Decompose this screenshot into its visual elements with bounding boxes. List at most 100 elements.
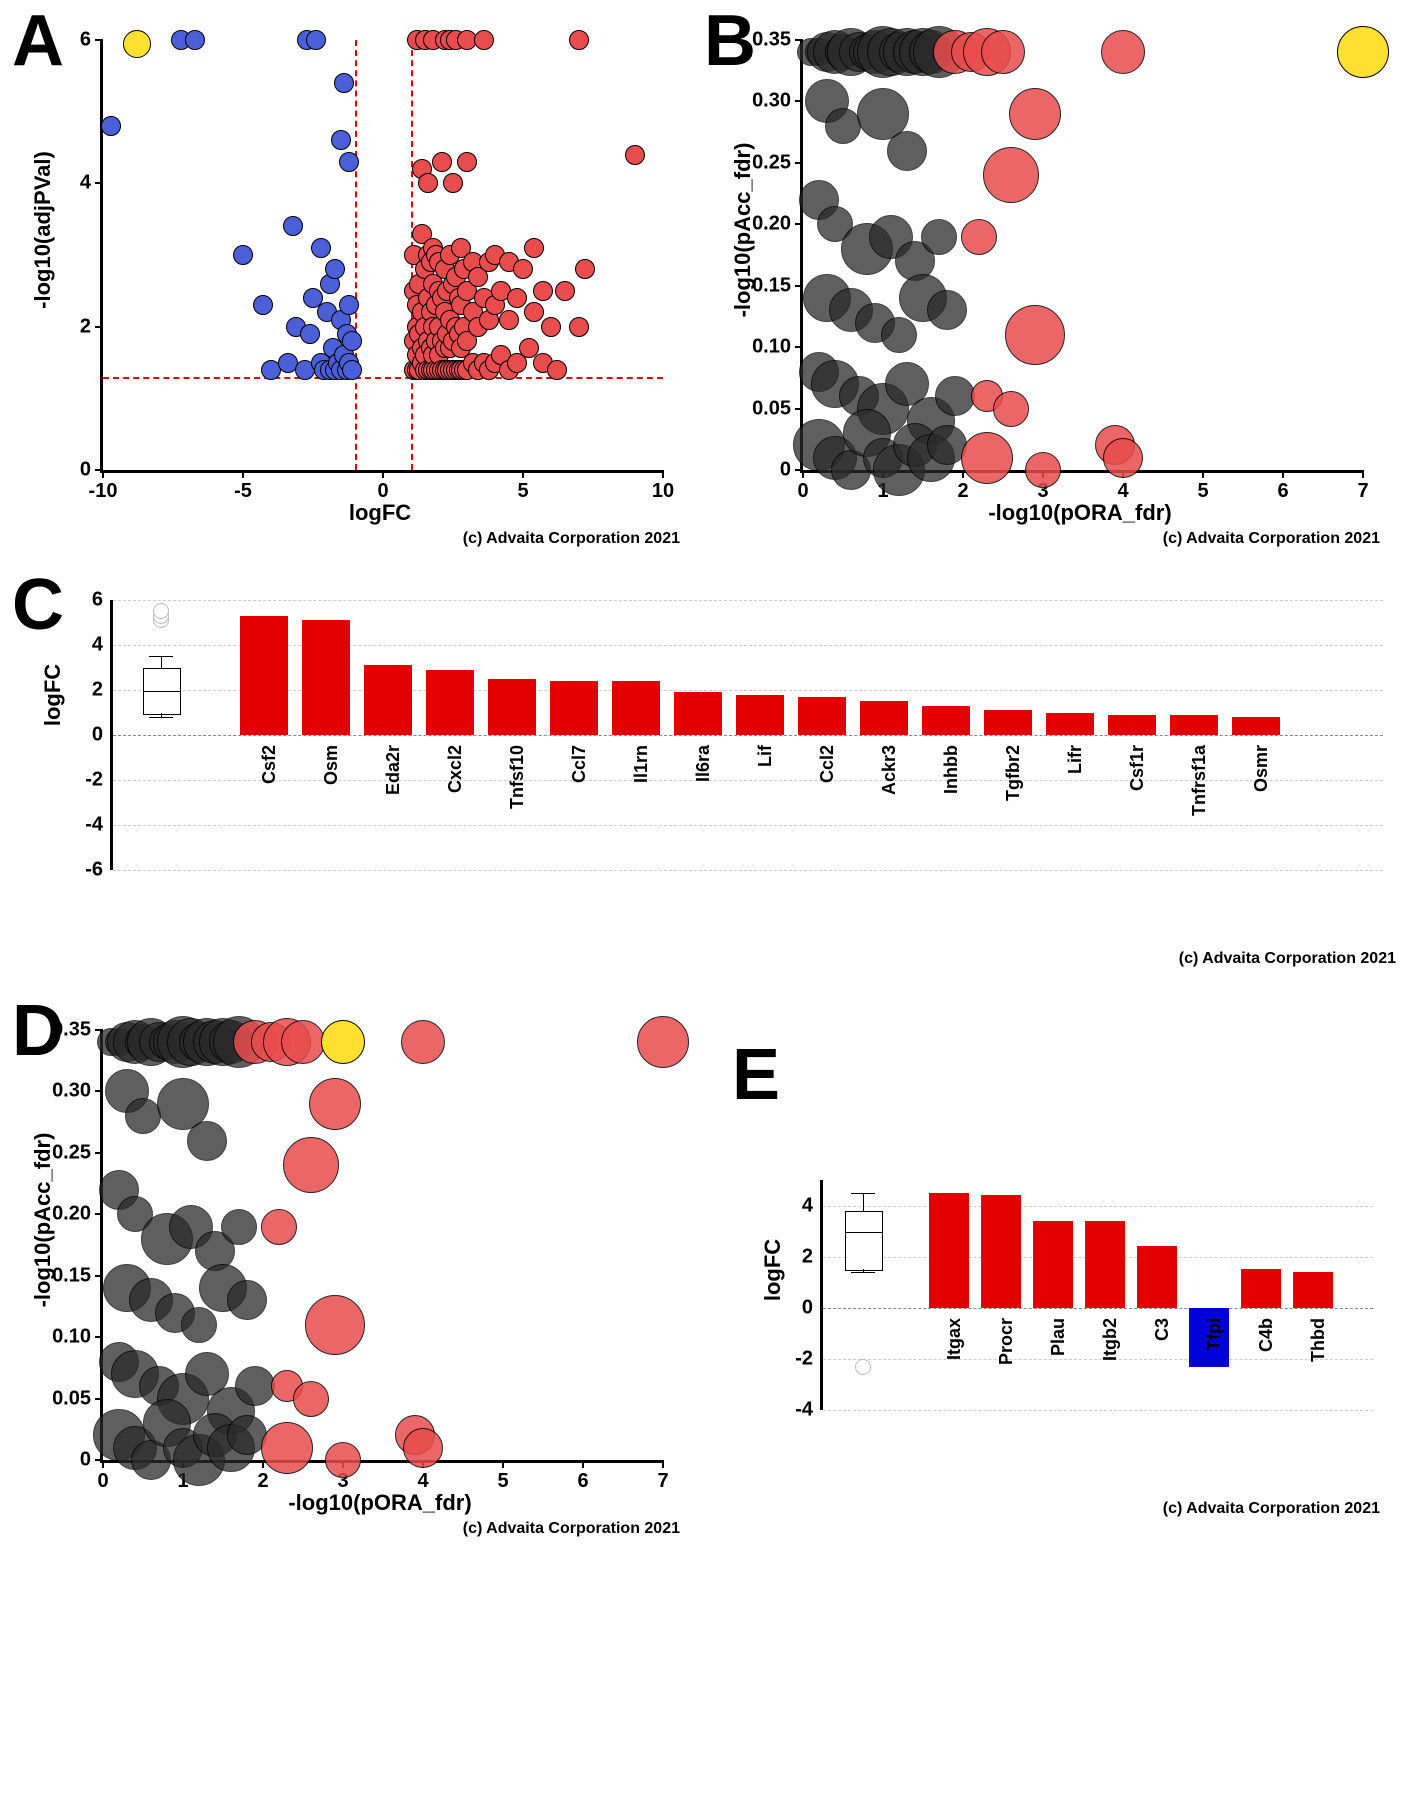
bar-label: C3 xyxy=(1152,1318,1173,1341)
panel-d-copyright: (c) Advaita Corporation 2021 xyxy=(463,1520,680,1538)
point xyxy=(474,30,494,50)
panel-d-ylabel: -log10(pAcc_fdr) xyxy=(30,1070,56,1370)
point xyxy=(339,295,359,315)
panel-d: D 0123456700.050.100.150.200.250.300.35 … xyxy=(10,1000,690,1570)
point xyxy=(921,219,957,255)
point xyxy=(1005,305,1065,365)
bar-label: Ccl7 xyxy=(569,745,590,783)
bar xyxy=(364,665,412,735)
bar-label: Osm xyxy=(321,745,342,785)
ytick: 0 xyxy=(41,1449,91,1472)
point xyxy=(443,173,463,193)
point xyxy=(403,1428,443,1468)
bar-label: Osmr xyxy=(1251,745,1272,792)
bar-label: Tnfrsf1a xyxy=(1189,745,1210,816)
bar xyxy=(736,695,784,736)
point xyxy=(339,152,359,172)
figure-grid: A -10-505100246 logFC -log10(adjPVal) (c… xyxy=(10,10,1406,1790)
bar-label: Tgfbr2 xyxy=(1003,745,1024,801)
ytick: 0.35 xyxy=(741,29,791,52)
bar-label: Itgb2 xyxy=(1100,1318,1121,1361)
bar xyxy=(550,681,598,735)
ytick: 4 xyxy=(63,634,103,657)
point xyxy=(311,238,331,258)
point xyxy=(325,259,345,279)
bar xyxy=(426,670,474,735)
bar-label: Il6ra xyxy=(693,745,714,782)
point xyxy=(555,281,575,301)
panel-e-ylabel: logFC xyxy=(760,1210,786,1330)
panel-e: E -4-2024ItgaxProcrPlauItgb2C3TfpiC4bThb… xyxy=(730,1040,1390,1560)
bar xyxy=(922,706,970,735)
point xyxy=(1101,30,1145,74)
point xyxy=(293,1381,329,1417)
bar-label: Eda2r xyxy=(383,745,404,795)
bar-label: Csf2 xyxy=(259,745,280,784)
point xyxy=(123,30,151,58)
ytick: -4 xyxy=(63,814,103,837)
ytick: 0.35 xyxy=(41,1019,91,1042)
ytick: 6 xyxy=(63,589,103,612)
point xyxy=(993,391,1029,427)
point xyxy=(187,1121,227,1161)
point xyxy=(281,1020,325,1064)
point xyxy=(983,147,1039,203)
point xyxy=(513,259,533,279)
bar-label: Plau xyxy=(1048,1318,1069,1356)
point xyxy=(961,432,1013,484)
bar-label: Csf1r xyxy=(1127,745,1148,791)
bar xyxy=(1137,1246,1178,1307)
point xyxy=(524,302,544,322)
point xyxy=(825,108,861,144)
panel-e-copyright: (c) Advaita Corporation 2021 xyxy=(1163,1500,1380,1518)
point xyxy=(261,1209,297,1245)
panel-b-ylabel: -log10(pAcc_fdr) xyxy=(730,80,756,380)
panel-a-xlabel: logFC xyxy=(100,500,660,526)
point xyxy=(499,310,519,330)
bar xyxy=(488,679,536,735)
point xyxy=(541,317,561,337)
ytick: 0.05 xyxy=(41,1387,91,1410)
ytick: -4 xyxy=(773,1399,813,1422)
panel-c-copyright: (c) Advaita Corporation 2021 xyxy=(1179,950,1396,968)
bar xyxy=(1293,1272,1334,1308)
bar xyxy=(240,616,288,735)
bar xyxy=(1033,1221,1074,1308)
point xyxy=(261,1422,313,1474)
panel-c-ylabel: logFC xyxy=(40,620,66,770)
point xyxy=(625,145,645,165)
panel-a-plot: -10-505100246 xyxy=(100,40,663,473)
point xyxy=(881,317,917,353)
bar-label: Thbd xyxy=(1308,1318,1329,1362)
point xyxy=(887,131,927,171)
bar xyxy=(302,620,350,735)
bar xyxy=(860,701,908,735)
point xyxy=(334,73,354,93)
ytick: 6 xyxy=(41,29,91,52)
bar-label: Lifr xyxy=(1065,745,1086,774)
bar-label: Tfpi xyxy=(1204,1318,1225,1351)
panel-b: B 0123456700.050.100.150.200.250.300.35 … xyxy=(710,10,1390,570)
point xyxy=(283,1137,339,1193)
panel-d-xlabel: -log10(pORA_fdr) xyxy=(100,1490,660,1516)
ytick: 0 xyxy=(41,459,91,482)
bar xyxy=(1170,715,1218,735)
point xyxy=(1337,26,1389,78)
point xyxy=(507,288,527,308)
point xyxy=(533,281,553,301)
bar-label: Lif xyxy=(755,745,776,767)
point xyxy=(325,1442,361,1478)
panel-a-copyright: (c) Advaita Corporation 2021 xyxy=(463,530,680,548)
point xyxy=(575,259,595,279)
bar xyxy=(612,681,660,735)
bar xyxy=(984,710,1032,735)
point xyxy=(305,1295,365,1355)
panel-e-label: E xyxy=(732,1034,780,1116)
point xyxy=(981,30,1025,74)
point xyxy=(309,1078,361,1130)
bar xyxy=(1046,713,1094,736)
bar xyxy=(1241,1269,1282,1307)
point xyxy=(300,324,320,344)
bar-label: Itgax xyxy=(944,1318,965,1360)
panel-a-ylabel: -log10(adjPVal) xyxy=(30,80,56,380)
